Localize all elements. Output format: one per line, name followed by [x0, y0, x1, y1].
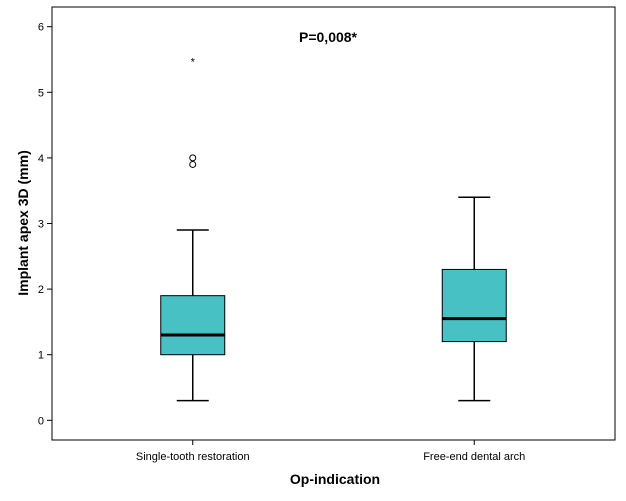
- y-tick-label: 1: [38, 350, 44, 362]
- p-value-annotation: P=0,008*: [299, 29, 358, 45]
- x-axis-title: Op-indication: [290, 471, 380, 487]
- x-tick-label: Single-tooth restoration: [136, 451, 250, 463]
- y-tick-label: 6: [38, 22, 44, 34]
- iqr-box: [441, 268, 507, 343]
- iqr-box: [160, 295, 226, 356]
- y-tick-label: 4: [38, 153, 44, 165]
- outlier-point: [189, 160, 197, 168]
- outlier-point: [189, 154, 197, 162]
- x-tick-label: Free-end dental arch: [423, 451, 525, 463]
- box-1: *: [160, 56, 226, 402]
- boxes-group: *: [160, 56, 507, 402]
- y-tick-label: 3: [38, 219, 44, 231]
- y-tick-label: 5: [38, 87, 44, 99]
- plot-frame: [51, 6, 616, 441]
- extreme-point: *: [191, 56, 196, 68]
- box-2: [441, 196, 507, 402]
- y-axis-title: Implant apex 3D (mm): [15, 150, 31, 295]
- y-axis: 0 1 2 3 4 5 6: [38, 22, 52, 427]
- y-tick-label: 2: [38, 284, 44, 296]
- y-tick-label: 0: [38, 415, 44, 427]
- x-axis: Single-tooth restoration Free-end dental …: [136, 440, 525, 463]
